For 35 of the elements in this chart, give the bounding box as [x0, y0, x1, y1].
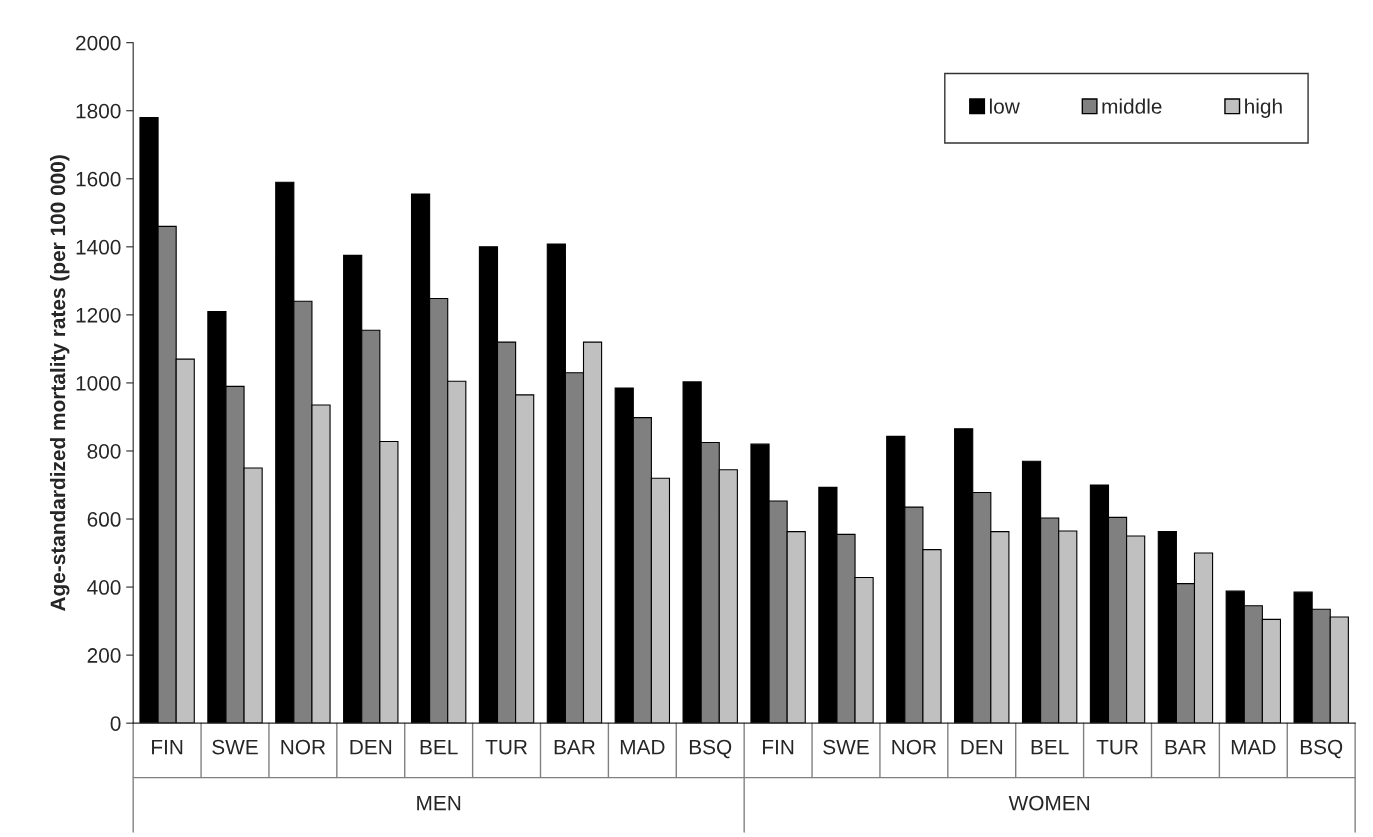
y-tick-label: 1400: [76, 239, 121, 255]
y-tick-label: 1000: [76, 375, 121, 391]
y-tick-label: 2000: [76, 35, 121, 51]
x-tick-label: MAD: [620, 739, 665, 755]
y-tick-label: 200: [87, 648, 121, 663]
x-tick-label: BEL: [420, 739, 458, 755]
x-tick-label: TUR: [1096, 739, 1138, 755]
y-tick-label: 1600: [76, 171, 121, 187]
x-tick-label: MAD: [1231, 739, 1276, 755]
legend-label: low: [989, 98, 1020, 114]
y-tick-label: 0: [110, 716, 121, 731]
x-tick-label: BEL: [1031, 739, 1069, 755]
x-tick-label: BSQ: [1300, 739, 1343, 759]
x-tick-label: DEN: [961, 739, 1003, 755]
x-tick-label: SWE: [212, 739, 258, 755]
legend-label: middle: [1102, 98, 1162, 114]
legend-label: high: [1245, 98, 1282, 118]
x-tick-label: FIN: [152, 739, 183, 755]
y-tick-label: 600: [87, 512, 121, 527]
y-tick-label: 1200: [76, 307, 121, 323]
y-tick-label: 800: [87, 443, 121, 459]
y-axis-title: Age-standardized mortality rates (per 100 000): [49, 155, 70, 612]
x-tick-label: NOR: [892, 739, 937, 755]
y-tick-label: 1800: [76, 103, 121, 119]
x-tick-label: DEN: [350, 739, 392, 755]
x-tick-label: BSQ: [689, 739, 732, 759]
x-tick-label: SWE: [823, 739, 869, 755]
text: WOMEN: [1008, 795, 1090, 811]
x-tick-label: FIN: [763, 739, 794, 755]
x-tick-label: BAR: [1165, 739, 1206, 755]
y-tick-label: 400: [87, 580, 121, 595]
text: MEN: [417, 795, 461, 811]
x-tick-label: TUR: [485, 739, 527, 755]
x-tick-label: NOR: [281, 739, 326, 755]
x-tick-label: BAR: [554, 739, 595, 755]
